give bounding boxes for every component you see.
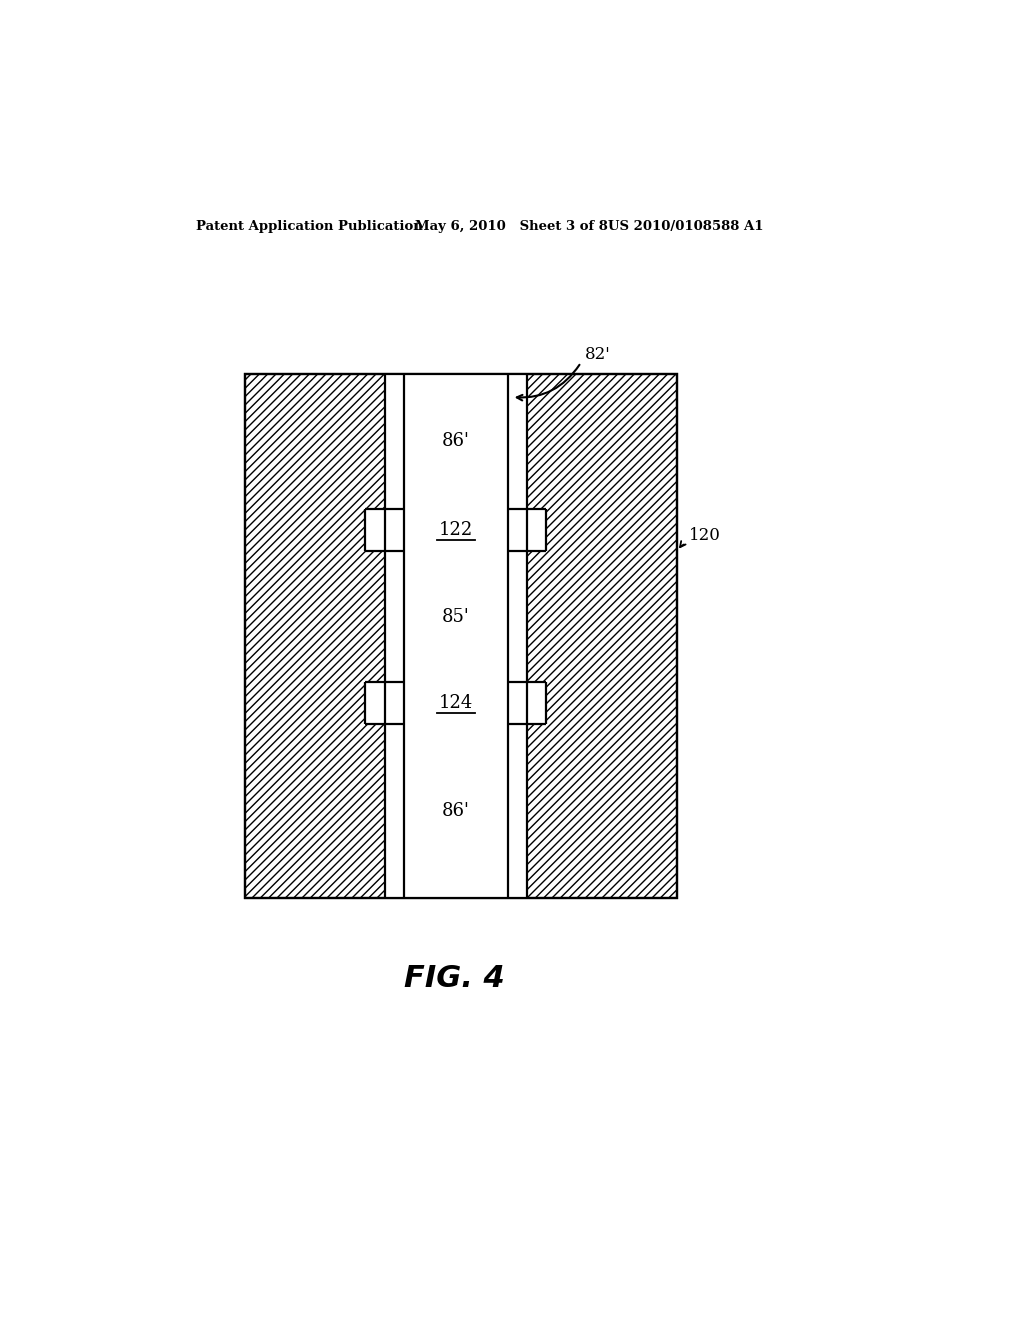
Text: Patent Application Publication: Patent Application Publication	[196, 219, 423, 232]
Text: US 2010/0108588 A1: US 2010/0108588 A1	[608, 219, 764, 232]
Bar	[508, 552, 527, 682]
Bar	[366, 682, 385, 725]
Bar	[403, 552, 508, 682]
Bar	[527, 508, 547, 552]
Bar	[403, 682, 508, 725]
Text: FIG. 4: FIG. 4	[403, 964, 505, 993]
Bar	[527, 682, 547, 725]
Text: 86': 86'	[442, 433, 470, 450]
Bar	[385, 725, 403, 898]
Bar	[366, 508, 385, 552]
Bar	[403, 508, 508, 552]
Text: 122: 122	[438, 521, 473, 539]
Bar	[385, 374, 403, 508]
Text: 120: 120	[689, 527, 721, 544]
Bar	[245, 374, 677, 898]
Bar	[508, 374, 527, 508]
Bar	[403, 725, 508, 898]
Text: 86': 86'	[442, 803, 470, 820]
Text: 85': 85'	[442, 607, 470, 626]
Bar	[385, 508, 403, 552]
Bar	[385, 682, 403, 725]
Bar	[403, 374, 508, 508]
Text: 124: 124	[438, 694, 473, 713]
Bar	[245, 374, 677, 898]
Bar	[385, 552, 403, 682]
Text: 82': 82'	[585, 346, 610, 363]
Text: May 6, 2010   Sheet 3 of 8: May 6, 2010 Sheet 3 of 8	[416, 219, 608, 232]
Bar	[508, 682, 527, 725]
Bar	[508, 508, 527, 552]
Bar	[508, 725, 527, 898]
